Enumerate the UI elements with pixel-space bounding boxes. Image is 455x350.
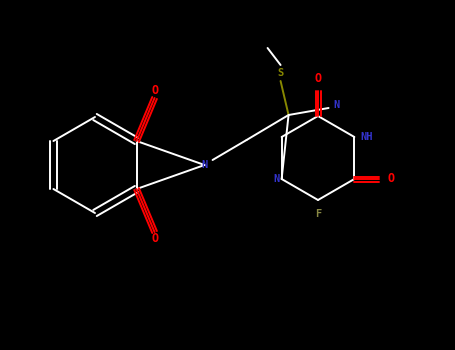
Text: N: N — [202, 160, 207, 170]
Text: O: O — [151, 84, 158, 98]
Text: N: N — [273, 174, 280, 184]
Text: O: O — [314, 72, 322, 85]
Text: O: O — [151, 232, 158, 245]
Text: N: N — [334, 100, 340, 110]
Text: F: F — [315, 209, 321, 219]
Text: O: O — [388, 173, 395, 186]
Text: NH: NH — [360, 132, 373, 142]
Text: S: S — [278, 68, 284, 78]
